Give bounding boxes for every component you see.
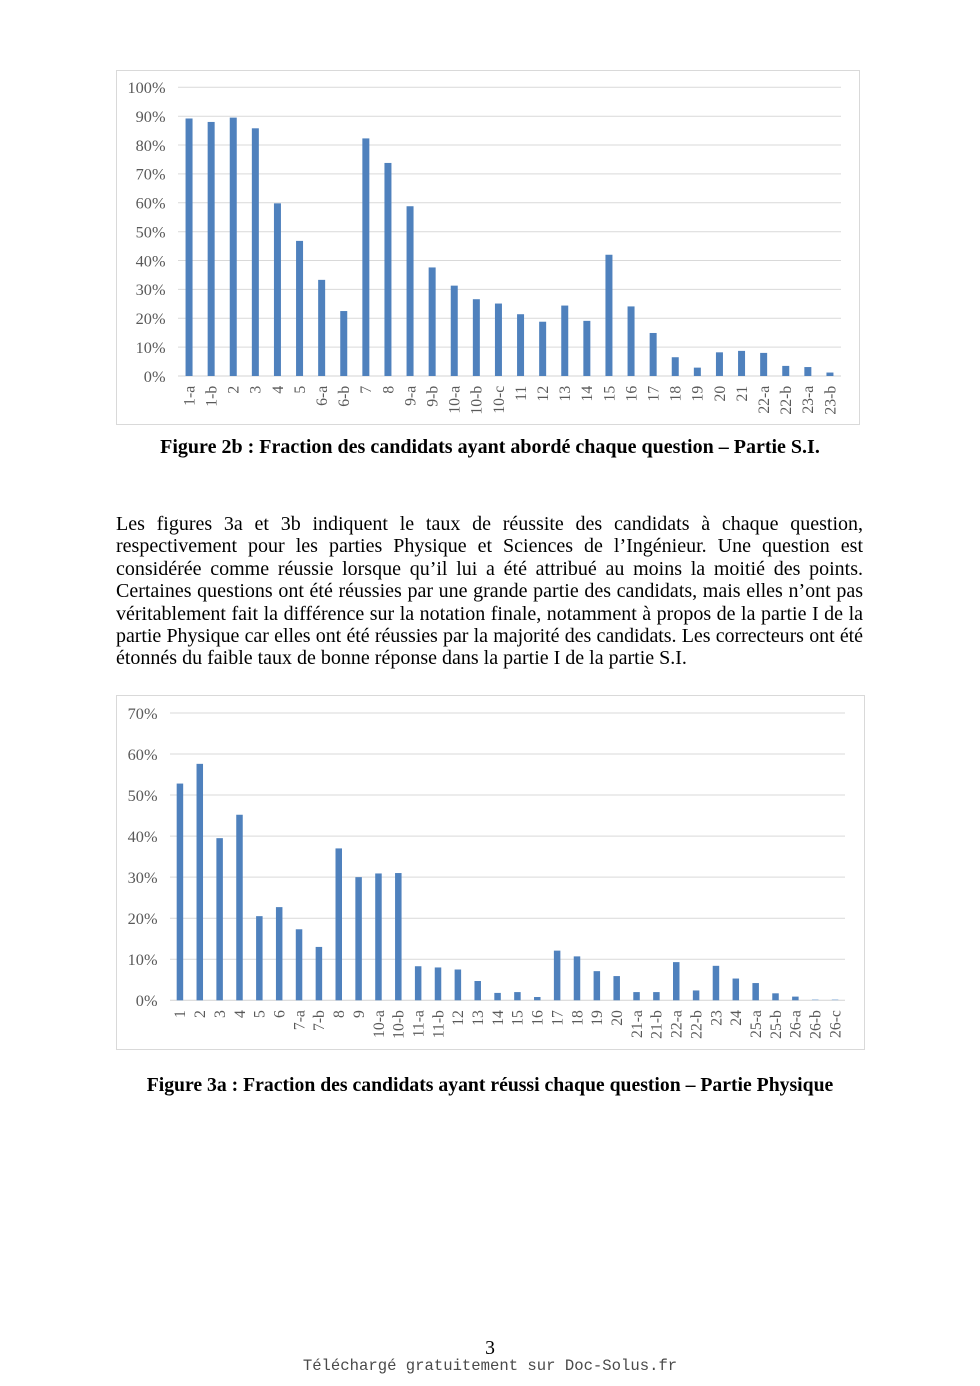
svg-text:13: 13	[557, 386, 574, 402]
svg-text:25-b: 25-b	[768, 1010, 785, 1039]
svg-text:10%: 10%	[136, 338, 166, 357]
svg-text:16: 16	[623, 386, 640, 402]
svg-text:9-a: 9-a	[402, 386, 419, 406]
svg-text:24: 24	[728, 1010, 745, 1026]
svg-text:15: 15	[510, 1010, 527, 1026]
svg-text:70%: 70%	[128, 704, 158, 723]
svg-text:12: 12	[450, 1010, 467, 1026]
svg-text:6: 6	[271, 1010, 288, 1018]
svg-text:10-c: 10-c	[491, 386, 508, 414]
svg-text:10-a: 10-a	[371, 1010, 388, 1038]
svg-text:11: 11	[513, 386, 530, 401]
svg-text:50%: 50%	[128, 786, 158, 805]
svg-text:30%: 30%	[128, 868, 158, 887]
svg-text:6-b: 6-b	[336, 386, 353, 407]
svg-text:7-a: 7-a	[291, 1010, 308, 1030]
svg-text:21-a: 21-a	[629, 1010, 646, 1038]
svg-text:11-b: 11-b	[430, 1010, 447, 1038]
svg-text:14: 14	[579, 386, 596, 402]
svg-text:15: 15	[601, 386, 618, 402]
svg-text:10%: 10%	[128, 950, 158, 969]
svg-text:26-c: 26-c	[827, 1010, 844, 1038]
svg-text:10-b: 10-b	[391, 1010, 408, 1039]
svg-text:17: 17	[549, 1010, 566, 1026]
svg-text:20%: 20%	[128, 909, 158, 928]
svg-text:12: 12	[535, 386, 552, 402]
svg-text:26-b: 26-b	[808, 1010, 825, 1039]
svg-text:7: 7	[358, 386, 375, 394]
svg-text:5: 5	[292, 386, 309, 394]
svg-text:2: 2	[226, 386, 243, 394]
svg-text:22-a: 22-a	[756, 386, 773, 414]
svg-text:17: 17	[645, 386, 662, 402]
svg-text:100%: 100%	[128, 78, 166, 97]
svg-text:1-a: 1-a	[181, 386, 198, 406]
svg-text:23-a: 23-a	[800, 386, 817, 414]
svg-text:9: 9	[351, 1010, 368, 1018]
svg-text:20%: 20%	[136, 309, 166, 328]
svg-text:6-a: 6-a	[314, 386, 331, 406]
svg-text:26-a: 26-a	[788, 1010, 805, 1038]
svg-text:22-a: 22-a	[669, 1010, 686, 1038]
svg-text:1: 1	[172, 1010, 189, 1018]
svg-text:40%: 40%	[136, 251, 166, 270]
svg-text:13: 13	[470, 1010, 487, 1026]
svg-text:19: 19	[589, 1010, 606, 1026]
svg-text:50%: 50%	[136, 223, 166, 242]
svg-text:19: 19	[690, 386, 707, 402]
svg-text:8: 8	[331, 1010, 348, 1018]
svg-text:3: 3	[212, 1010, 229, 1018]
svg-text:2: 2	[192, 1010, 209, 1018]
svg-text:3: 3	[248, 386, 265, 394]
svg-text:60%: 60%	[128, 745, 158, 764]
svg-text:1-b: 1-b	[203, 386, 220, 407]
svg-text:60%: 60%	[136, 194, 166, 213]
svg-text:18: 18	[668, 386, 685, 402]
svg-text:22-b: 22-b	[778, 386, 795, 415]
svg-text:21: 21	[734, 386, 751, 402]
svg-text:20: 20	[609, 1010, 626, 1026]
svg-text:90%: 90%	[136, 107, 166, 126]
svg-text:0%: 0%	[144, 367, 166, 386]
svg-text:21-b: 21-b	[649, 1010, 666, 1039]
svg-text:11-a: 11-a	[410, 1010, 427, 1037]
svg-text:80%: 80%	[136, 136, 166, 155]
svg-text:10-b: 10-b	[469, 386, 486, 415]
svg-text:23: 23	[708, 1010, 725, 1026]
svg-text:40%: 40%	[128, 827, 158, 846]
svg-text:10-a: 10-a	[447, 386, 464, 414]
svg-text:18: 18	[569, 1010, 586, 1026]
svg-text:25-a: 25-a	[748, 1010, 765, 1038]
svg-text:22-b: 22-b	[688, 1010, 705, 1039]
svg-text:30%: 30%	[136, 280, 166, 299]
svg-text:0%: 0%	[136, 991, 158, 1010]
svg-text:70%: 70%	[136, 165, 166, 184]
svg-text:7-b: 7-b	[311, 1010, 328, 1031]
svg-text:5: 5	[252, 1010, 269, 1018]
svg-text:20: 20	[712, 386, 729, 402]
svg-text:9-b: 9-b	[424, 386, 441, 407]
svg-text:4: 4	[270, 386, 287, 394]
svg-text:16: 16	[530, 1010, 547, 1026]
svg-text:23-b: 23-b	[822, 386, 839, 415]
svg-text:8: 8	[380, 386, 397, 394]
svg-text:14: 14	[490, 1010, 507, 1026]
svg-text:4: 4	[232, 1010, 249, 1018]
